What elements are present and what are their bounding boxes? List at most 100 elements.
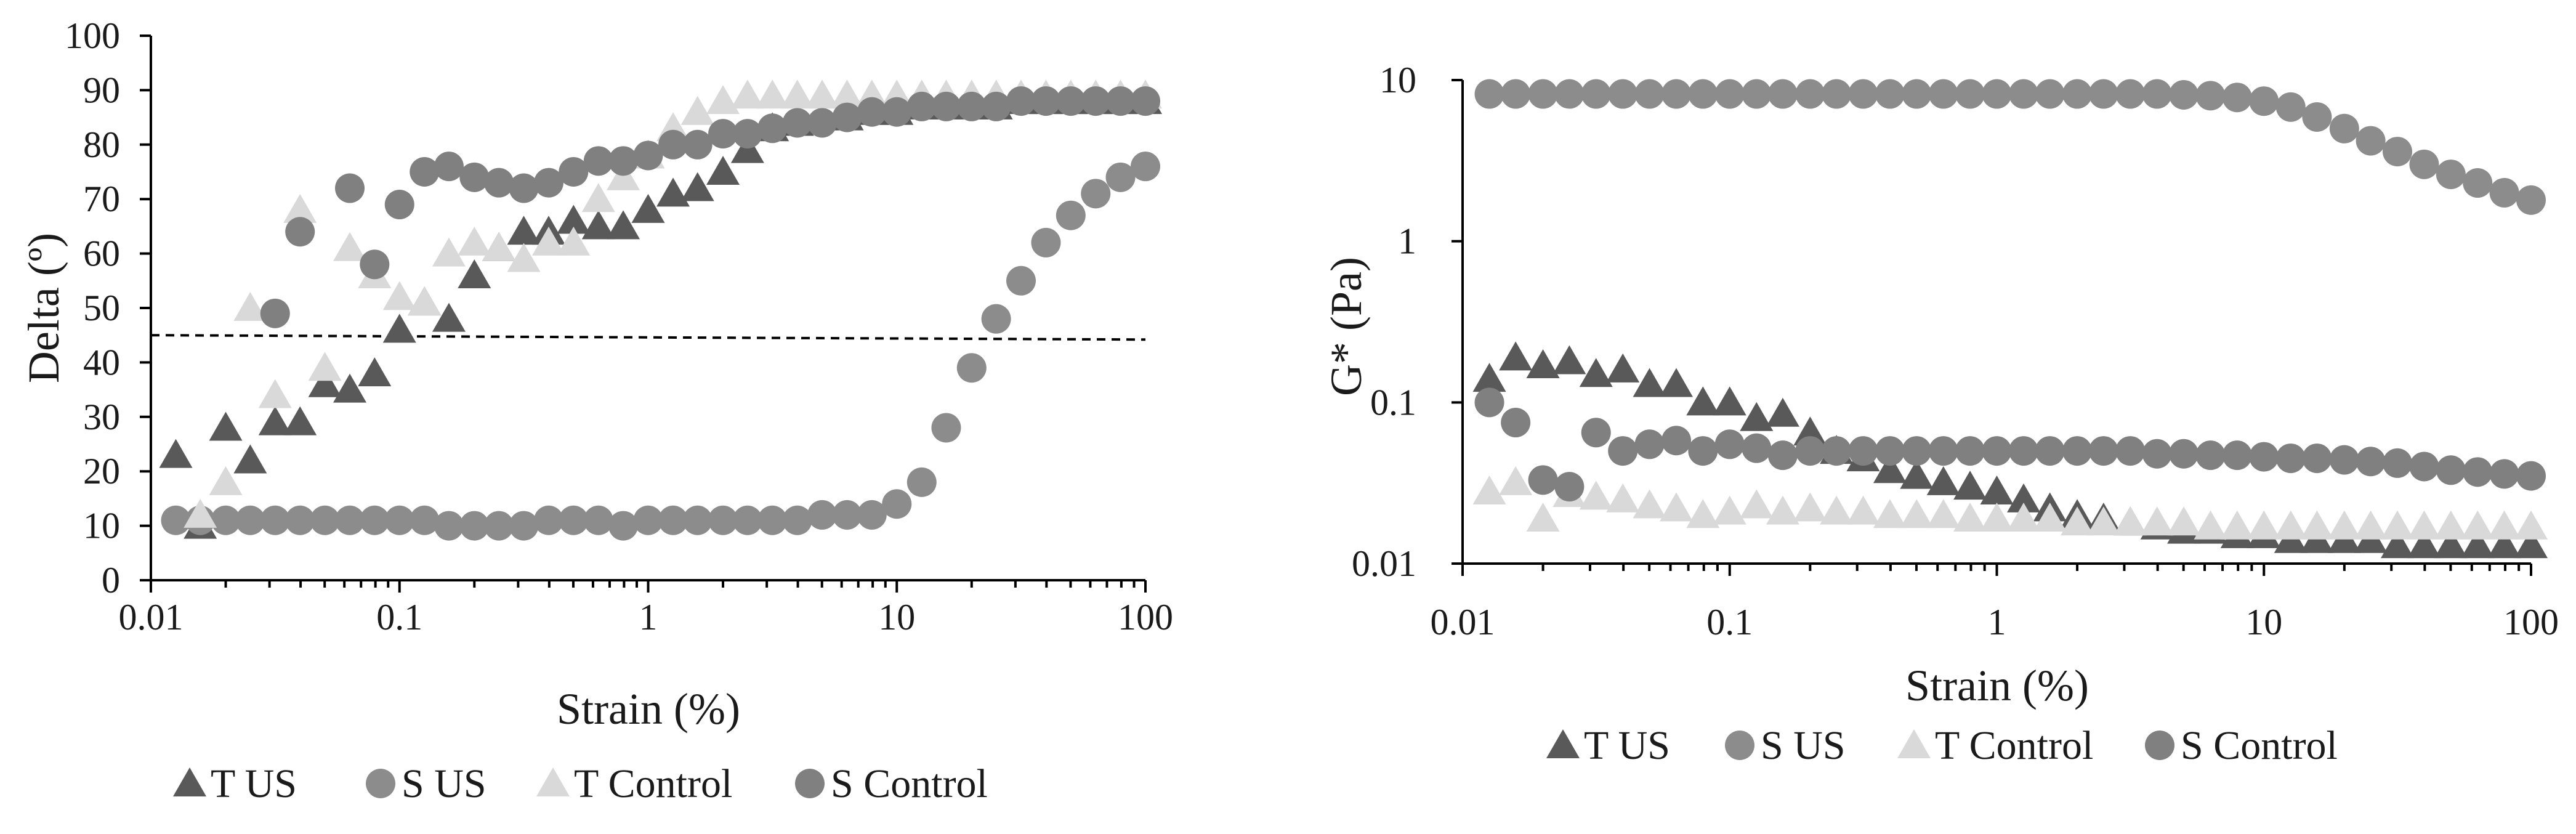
data-point [1688, 436, 1718, 466]
data-point [2436, 160, 2466, 190]
data-point [1501, 408, 1531, 438]
data-point [1608, 79, 1638, 109]
data-point [2409, 451, 2439, 482]
y-tick-label: 0.01 [1352, 543, 1416, 584]
data-point [956, 353, 987, 383]
y-tick-label: 20 [83, 451, 120, 492]
data-point [2222, 83, 2252, 113]
data-point [211, 505, 241, 535]
data-point [1579, 480, 1613, 510]
data-point [2302, 443, 2332, 474]
data-point [2062, 79, 2093, 109]
data-point [1928, 79, 1958, 109]
data-point [633, 505, 663, 535]
data-point [2461, 529, 2495, 559]
data-point [1031, 227, 1061, 257]
data-point [981, 91, 1011, 121]
data-point [2088, 436, 2118, 466]
x-tick-label: 1 [639, 597, 658, 638]
data-point [1955, 79, 1985, 109]
data-point [1686, 499, 1720, 528]
data-point [533, 168, 563, 198]
legend-marker [2145, 731, 2174, 760]
data-point [2514, 510, 2548, 540]
data-point [1006, 86, 1036, 116]
data-point [161, 505, 191, 535]
data-point [1552, 345, 1586, 374]
data-point [658, 505, 688, 535]
data-point [2195, 81, 2226, 111]
data-point [285, 505, 315, 535]
data-point [2407, 529, 2441, 559]
data-point [507, 243, 541, 272]
data-point [1848, 79, 1878, 109]
data-point [656, 177, 690, 207]
legend-label: S US [1761, 723, 1846, 768]
data-point [2195, 440, 2226, 471]
data-point [730, 79, 764, 109]
data-point [1554, 79, 1585, 109]
y-tick-label: 90 [83, 70, 120, 110]
x-tick-label: 0.01 [119, 597, 184, 638]
data-point [1766, 397, 1799, 427]
data-point [1105, 86, 1136, 116]
data-point [432, 302, 466, 332]
series-t-control [1472, 466, 2548, 540]
data-point [730, 134, 764, 163]
data-point [1955, 436, 1985, 466]
data-point [533, 505, 563, 535]
data-point [631, 193, 665, 223]
data-point [1793, 416, 1827, 446]
data-point [1031, 86, 1061, 116]
data-point [1105, 162, 1136, 192]
data-point [2274, 510, 2307, 540]
data-point [285, 217, 315, 247]
data-point [184, 498, 217, 528]
data-point [2302, 102, 2332, 132]
data-point [882, 489, 912, 519]
data-point [1633, 489, 1666, 519]
data-point [2461, 510, 2495, 540]
data-point [1714, 429, 1745, 460]
data-point [1608, 436, 1638, 466]
data-point [507, 216, 541, 245]
data-point [2516, 461, 2546, 491]
data-point [1606, 483, 1640, 512]
data-point [1713, 495, 1746, 525]
data-point [410, 157, 440, 187]
data-point [1982, 79, 2012, 109]
data-point [458, 259, 491, 288]
data-point [1900, 499, 1934, 528]
data-point [1581, 79, 1611, 109]
data-point [2463, 457, 2493, 487]
data-point [806, 79, 839, 109]
data-point [1766, 495, 1799, 525]
data-point [1554, 472, 1585, 502]
legend-label: T Control [574, 761, 732, 806]
data-point [2194, 510, 2227, 540]
data-point [2220, 510, 2254, 540]
legend-label: T US [211, 761, 297, 806]
data-point [1501, 79, 1531, 109]
data-point [1740, 402, 1774, 431]
data-point [2380, 510, 2414, 540]
data-point [1579, 358, 1613, 387]
data-point [1661, 426, 1692, 456]
data-point [1953, 503, 1987, 532]
left-chart-panel: 0.01 0.1 1 10 100 0 10 20 30 40 50 60 70 80 90 100 Strai… [19, 15, 1173, 806]
data-point [1660, 492, 1694, 522]
data-point [2275, 92, 2306, 122]
data-point [1822, 79, 1852, 109]
data-point [1793, 492, 1827, 522]
data-point [159, 439, 193, 468]
y-tick-label: 70 [83, 179, 120, 219]
data-point [2169, 79, 2199, 110]
data-point [658, 129, 688, 160]
data-point [981, 304, 1011, 334]
x-tick-label: 10 [2245, 602, 2282, 642]
data-point [1982, 436, 2012, 466]
data-point [258, 379, 292, 408]
data-point [608, 511, 639, 541]
data-point [1528, 79, 1558, 109]
data-point [2516, 185, 2546, 215]
